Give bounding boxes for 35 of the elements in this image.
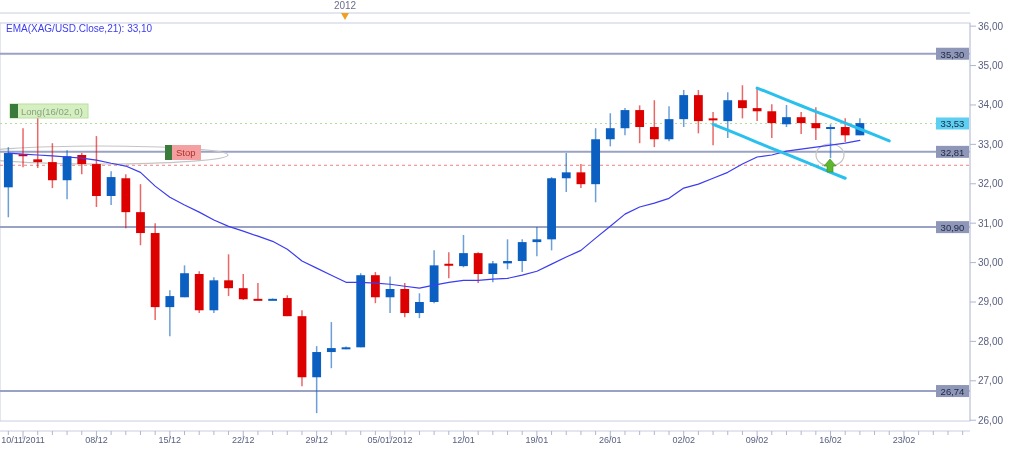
line-series xyxy=(711,122,847,180)
x-tick-label: 09/02 xyxy=(745,435,769,445)
x-tick-label: 26/01 xyxy=(599,435,622,445)
y-tick-label: 33,00 xyxy=(978,138,1004,150)
ref-line-label: 35,30 xyxy=(940,48,965,60)
x-tick-label: 16/02 xyxy=(819,435,842,445)
line-series xyxy=(755,86,891,143)
annotation: Long(16/02, 0) xyxy=(21,106,83,117)
y-tick-label: 31,00 xyxy=(978,217,1004,229)
x-tick-label: 02/02 xyxy=(672,435,695,445)
y-tick-label: 32,00 xyxy=(978,178,1004,190)
y-tick-label: 27,00 xyxy=(978,375,1004,387)
x-tick-label: 22/12 xyxy=(231,435,255,445)
y-tick-label: 29,00 xyxy=(978,296,1004,308)
ref-line-label: 30,90 xyxy=(940,222,965,234)
x-tick-label: 05/01/2012 xyxy=(367,435,413,445)
x-tick-label: 15/12 xyxy=(158,435,182,445)
x-tick-label: 19/01 xyxy=(525,435,549,445)
x-tick-label: 29/12 xyxy=(305,435,328,445)
x-tick-label: 12/01 xyxy=(452,435,475,445)
x-tick-label: 08/12 xyxy=(85,435,108,445)
ref-line-label: 26,74 xyxy=(940,386,965,398)
y-tick-label: 30,00 xyxy=(978,257,1004,269)
y-tick-label: 26,00 xyxy=(978,414,1004,426)
text: 2012 xyxy=(333,0,357,11)
x-tick-label: 23/02 xyxy=(892,435,916,445)
y-tick-label: 35,00 xyxy=(978,60,1004,72)
annotation: Stop xyxy=(176,147,196,158)
y-tick-label: 36,00 xyxy=(978,20,1004,32)
y-tick-label: 28,00 xyxy=(978,335,1004,347)
y-tick-label: 34,00 xyxy=(978,99,1004,111)
x-tick-label: 10/11/2011 xyxy=(1,435,45,445)
ref-line-label: 32,81 xyxy=(940,146,965,158)
ref-line-label: 33,53 xyxy=(940,118,965,130)
text: EMA(XAG/USD.Close,21): 33,10 xyxy=(6,23,153,34)
